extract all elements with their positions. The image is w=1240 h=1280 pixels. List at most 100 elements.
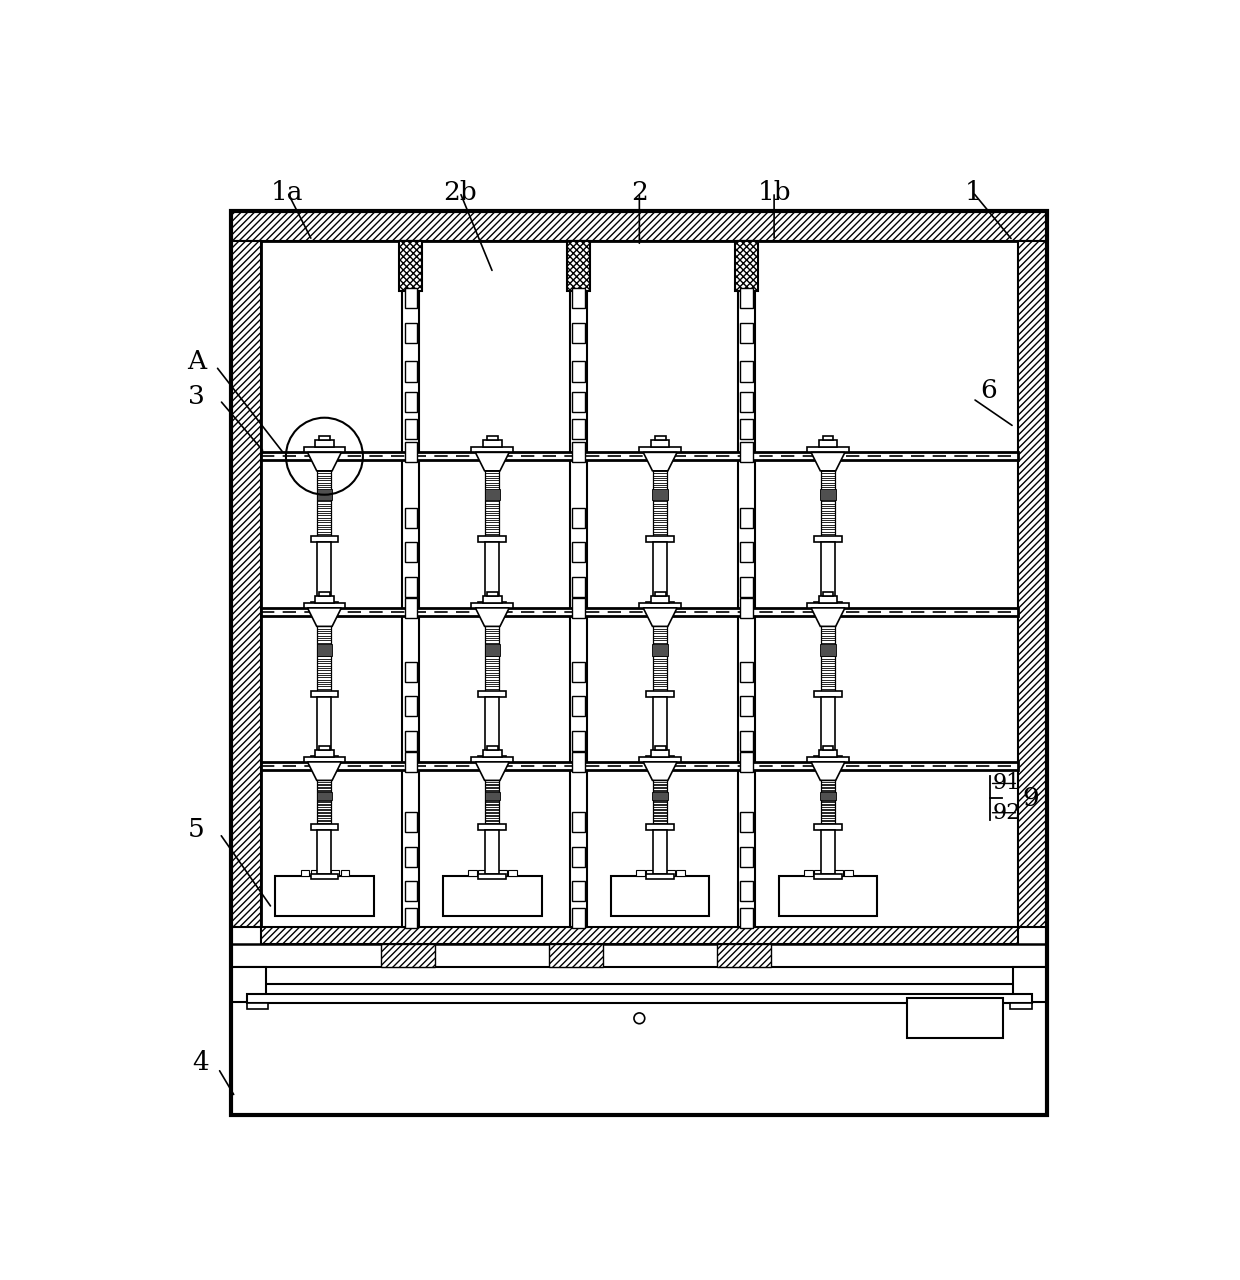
Text: 1a: 1a: [272, 179, 304, 205]
Bar: [549, 945, 603, 968]
Bar: [815, 824, 842, 831]
Bar: [740, 323, 753, 343]
Bar: [304, 447, 345, 452]
Polygon shape: [811, 452, 844, 471]
Bar: [655, 746, 666, 750]
Text: 3: 3: [188, 384, 205, 408]
Bar: [404, 443, 417, 462]
Bar: [652, 792, 668, 800]
Bar: [573, 392, 585, 412]
Bar: [231, 241, 260, 928]
Bar: [310, 536, 339, 543]
Bar: [835, 869, 843, 876]
Bar: [404, 577, 417, 596]
Bar: [717, 945, 771, 968]
Bar: [653, 543, 667, 602]
Bar: [573, 577, 585, 596]
Bar: [317, 543, 331, 602]
Bar: [573, 323, 585, 343]
Bar: [740, 598, 753, 618]
Bar: [485, 489, 500, 500]
Text: 2b: 2b: [443, 179, 477, 205]
Bar: [260, 241, 1018, 928]
Bar: [779, 876, 877, 916]
Bar: [738, 241, 755, 928]
Bar: [402, 241, 419, 928]
Bar: [404, 323, 417, 343]
Bar: [807, 447, 849, 452]
Bar: [573, 598, 585, 618]
Bar: [611, 876, 709, 916]
Bar: [485, 792, 500, 800]
Bar: [484, 750, 501, 756]
Circle shape: [634, 1012, 645, 1024]
Bar: [844, 869, 853, 876]
Bar: [471, 447, 513, 452]
Bar: [740, 508, 753, 527]
Bar: [247, 993, 1032, 1004]
Bar: [1011, 1004, 1032, 1009]
Bar: [471, 603, 513, 608]
Bar: [404, 662, 417, 682]
Bar: [640, 447, 681, 452]
Bar: [1018, 241, 1048, 928]
Bar: [822, 746, 833, 750]
Bar: [487, 436, 497, 440]
Bar: [573, 288, 585, 308]
Bar: [404, 812, 417, 832]
Bar: [653, 831, 667, 873]
Bar: [573, 909, 585, 928]
Bar: [300, 869, 309, 876]
Text: 6: 6: [980, 379, 997, 403]
Text: 5: 5: [188, 817, 205, 842]
Bar: [484, 595, 501, 603]
Bar: [247, 1004, 268, 1009]
Bar: [231, 968, 265, 1002]
Bar: [825, 869, 832, 876]
Bar: [573, 420, 585, 439]
Bar: [573, 662, 585, 682]
Bar: [317, 831, 331, 873]
Bar: [260, 608, 1018, 616]
Text: 91: 91: [993, 772, 1021, 795]
Bar: [570, 241, 587, 928]
Bar: [815, 691, 842, 698]
Bar: [573, 443, 585, 462]
Bar: [310, 755, 339, 762]
Polygon shape: [475, 452, 510, 471]
Text: 9: 9: [1022, 786, 1039, 810]
Bar: [479, 873, 506, 879]
Bar: [567, 241, 590, 291]
Bar: [807, 603, 849, 608]
Polygon shape: [644, 762, 677, 781]
Bar: [404, 909, 417, 928]
Bar: [740, 846, 753, 867]
Bar: [815, 536, 842, 543]
Bar: [740, 361, 753, 381]
Bar: [260, 928, 1018, 945]
Bar: [818, 440, 837, 447]
Bar: [443, 876, 542, 916]
Bar: [666, 869, 675, 876]
Bar: [740, 662, 753, 682]
Bar: [646, 869, 655, 876]
Bar: [404, 288, 417, 308]
Bar: [740, 812, 753, 832]
Bar: [740, 577, 753, 596]
Bar: [906, 997, 1003, 1038]
Bar: [319, 746, 330, 750]
Bar: [818, 595, 837, 603]
Bar: [740, 881, 753, 901]
Bar: [315, 595, 334, 603]
Bar: [260, 452, 1018, 460]
Bar: [815, 869, 822, 876]
Bar: [640, 756, 681, 762]
Bar: [484, 440, 501, 447]
Bar: [331, 869, 339, 876]
Polygon shape: [308, 452, 341, 471]
Bar: [317, 698, 331, 755]
Bar: [404, 731, 417, 751]
Bar: [231, 945, 1048, 968]
Bar: [573, 731, 585, 751]
Bar: [479, 536, 506, 543]
